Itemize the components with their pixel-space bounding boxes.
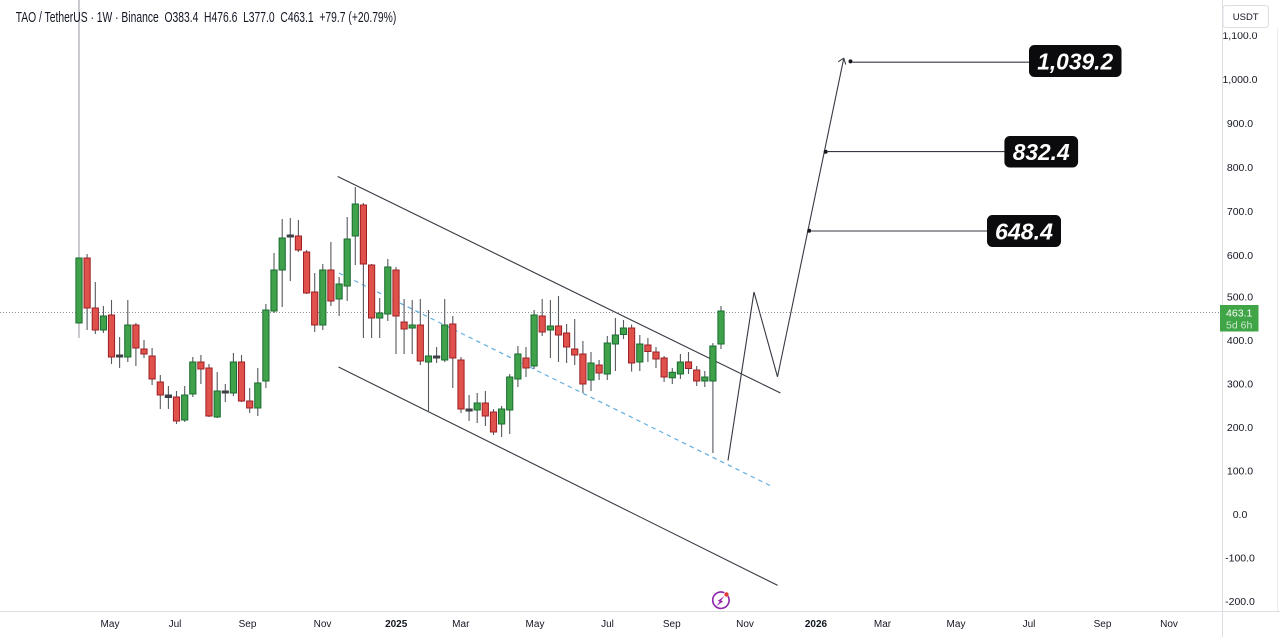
- svg-text:May: May: [101, 619, 120, 630]
- svg-text:2026: 2026: [805, 619, 828, 630]
- svg-text:463.1: 463.1: [1226, 308, 1252, 320]
- svg-text:May: May: [526, 619, 545, 630]
- svg-text:500.0: 500.0: [1227, 292, 1253, 304]
- svg-text:Mar: Mar: [452, 619, 470, 630]
- svg-text:832.4: 832.4: [1013, 139, 1070, 165]
- svg-text:100.0: 100.0: [1227, 466, 1253, 478]
- svg-text:0.0: 0.0: [1233, 509, 1248, 521]
- svg-text:Jul: Jul: [169, 619, 182, 630]
- svg-text:Jul: Jul: [1023, 619, 1036, 630]
- svg-text:Nov: Nov: [314, 619, 332, 630]
- svg-text:1,039.2: 1,039.2: [1037, 49, 1113, 75]
- svg-text:Sep: Sep: [1094, 619, 1112, 630]
- svg-text:900.0: 900.0: [1227, 118, 1253, 130]
- svg-text:2025: 2025: [385, 619, 408, 630]
- svg-text:TAO / TetherUS · 1W · Binance: TAO / TetherUS · 1W · Binance O383.4 H47…: [16, 10, 397, 26]
- svg-text:Sep: Sep: [239, 619, 257, 630]
- svg-text:-100.0: -100.0: [1225, 553, 1255, 565]
- svg-text:700.0: 700.0: [1227, 206, 1253, 218]
- svg-text:5d 6h: 5d 6h: [1226, 320, 1252, 332]
- svg-text:648.4: 648.4: [995, 219, 1053, 245]
- svg-text:600.0: 600.0: [1227, 250, 1253, 262]
- svg-text:-200.0: -200.0: [1225, 596, 1255, 608]
- svg-text:Nov: Nov: [1160, 619, 1178, 630]
- svg-text:1,000.0: 1,000.0: [1222, 74, 1257, 86]
- svg-text:200.0: 200.0: [1227, 422, 1253, 434]
- svg-text:1,100.0: 1,100.0: [1222, 30, 1257, 42]
- svg-text:Nov: Nov: [736, 619, 754, 630]
- svg-text:May: May: [947, 619, 966, 630]
- svg-text:400.0: 400.0: [1227, 335, 1253, 347]
- svg-text:Sep: Sep: [663, 619, 681, 630]
- svg-text:Jul: Jul: [601, 619, 614, 630]
- svg-text:300.0: 300.0: [1227, 379, 1253, 391]
- svg-text:USDT: USDT: [1233, 12, 1259, 23]
- svg-text:800.0: 800.0: [1227, 162, 1253, 174]
- svg-text:Mar: Mar: [874, 619, 892, 630]
